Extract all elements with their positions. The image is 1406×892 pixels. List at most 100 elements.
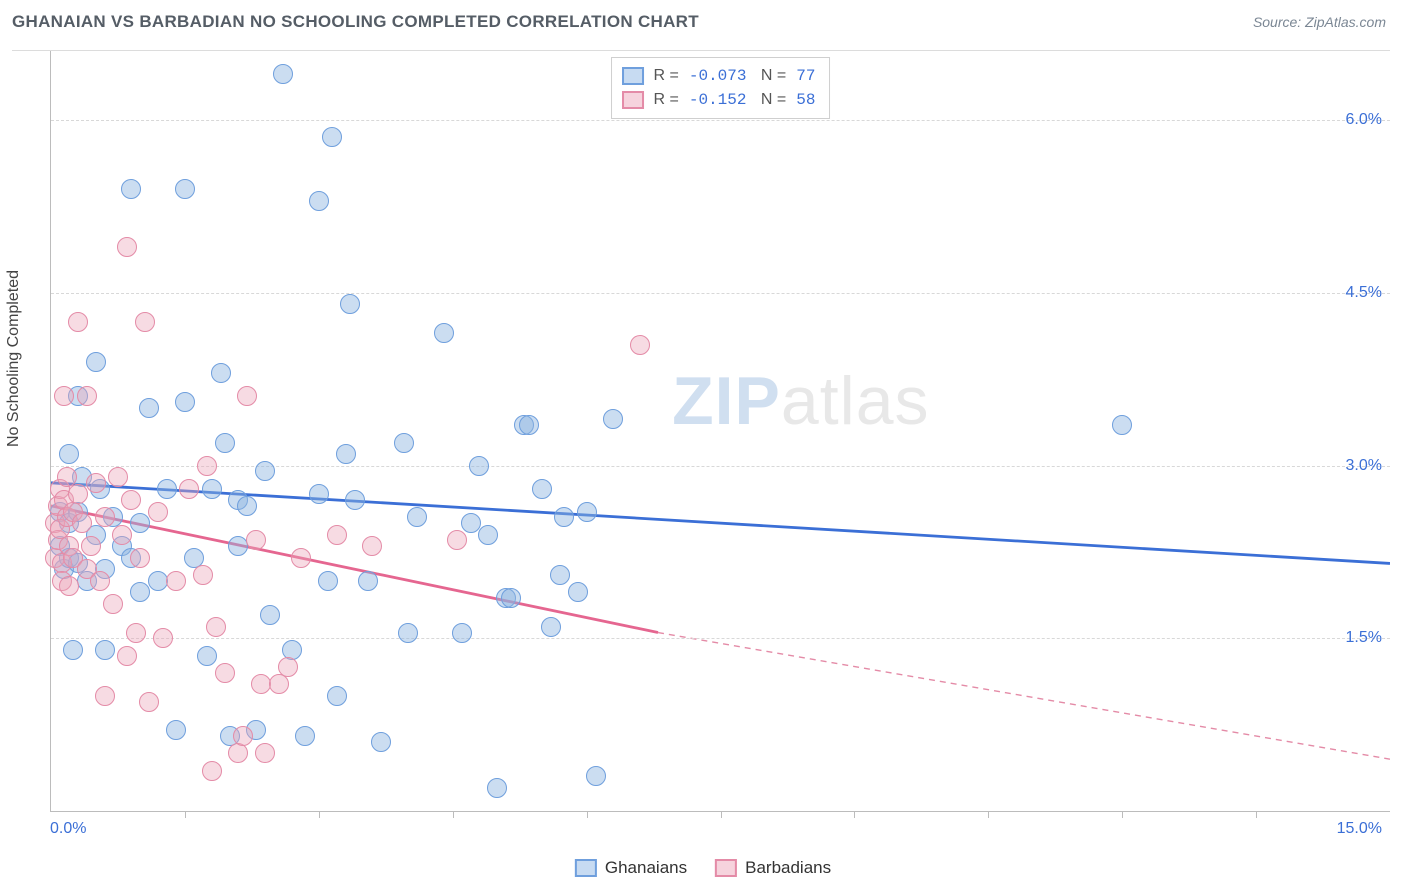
barbadian-point bbox=[228, 743, 248, 763]
barbadian-point bbox=[215, 663, 235, 683]
swatch-pink bbox=[622, 91, 644, 109]
barbadian-point bbox=[197, 456, 217, 476]
swatch-blue bbox=[622, 67, 644, 85]
legend-label-barbadians: Barbadians bbox=[745, 858, 831, 878]
barbadian-point bbox=[81, 536, 101, 556]
barbadian-point bbox=[95, 686, 115, 706]
ghanaian-point bbox=[577, 502, 597, 522]
ghanaian-point bbox=[336, 444, 356, 464]
n-value-ghanaians: 77 bbox=[796, 64, 815, 88]
barbadian-point bbox=[630, 335, 650, 355]
chart-area: No Schooling Completed ZIPatlas R = -0.0… bbox=[12, 50, 1390, 842]
barbadian-point bbox=[278, 657, 298, 677]
ghanaian-point bbox=[59, 444, 79, 464]
legend-item-barbadians: Barbadians bbox=[715, 858, 831, 878]
n-value-barbadians: 58 bbox=[796, 88, 815, 112]
ghanaian-point bbox=[345, 490, 365, 510]
ghanaian-point bbox=[322, 127, 342, 147]
barbadian-point bbox=[447, 530, 467, 550]
legend-label-ghanaians: Ghanaians bbox=[605, 858, 687, 878]
barbadian-point bbox=[112, 525, 132, 545]
ghanaian-point bbox=[309, 191, 329, 211]
barbadian-point bbox=[90, 571, 110, 591]
barbadian-point bbox=[179, 479, 199, 499]
barbadian-point bbox=[135, 312, 155, 332]
barbadian-point bbox=[68, 484, 88, 504]
legend-row-barbadians: R = -0.152 N = 58 bbox=[622, 88, 816, 112]
ghanaian-point bbox=[202, 479, 222, 499]
barbadian-point bbox=[54, 386, 74, 406]
ghanaian-point bbox=[340, 294, 360, 314]
barbadian-point bbox=[139, 692, 159, 712]
legend-item-ghanaians: Ghanaians bbox=[575, 858, 687, 878]
barbadian-point bbox=[103, 594, 123, 614]
barbadian-point bbox=[72, 513, 92, 533]
ghanaian-point bbox=[175, 392, 195, 412]
barbadian-point bbox=[59, 576, 79, 596]
ghanaian-point bbox=[434, 323, 454, 343]
chart-title: GHANAIAN VS BARBADIAN NO SCHOOLING COMPL… bbox=[12, 12, 699, 32]
barbadian-point bbox=[153, 628, 173, 648]
ghanaian-point bbox=[478, 525, 498, 545]
barbadian-point bbox=[77, 386, 97, 406]
barbadian-point bbox=[95, 507, 115, 527]
ghanaian-point bbox=[541, 617, 561, 637]
barbadian-point bbox=[362, 536, 382, 556]
r-value-barbadians: -0.152 bbox=[689, 88, 747, 112]
ghanaian-point bbox=[394, 433, 414, 453]
barbadian-point bbox=[117, 237, 137, 257]
barbadian-point bbox=[255, 743, 275, 763]
legend-row-ghanaians: R = -0.073 N = 77 bbox=[622, 64, 816, 88]
plot-region: ZIPatlas R = -0.073 N = 77 R = -0.152 N … bbox=[50, 51, 1390, 812]
r-value-ghanaians: -0.073 bbox=[689, 64, 747, 88]
ghanaian-point bbox=[63, 640, 83, 660]
ghanaian-point bbox=[255, 461, 275, 481]
y-tick-label: 1.5% bbox=[1346, 629, 1382, 647]
ghanaian-point bbox=[157, 479, 177, 499]
ghanaian-point bbox=[452, 623, 472, 643]
swatch-pink-icon bbox=[715, 859, 737, 877]
ghanaian-point bbox=[554, 507, 574, 527]
barbadian-point bbox=[68, 312, 88, 332]
stats-legend: R = -0.073 N = 77 R = -0.152 N = 58 bbox=[611, 57, 831, 119]
swatch-blue-icon bbox=[575, 859, 597, 877]
barbadian-point bbox=[327, 525, 347, 545]
x-tick-origin: 0.0% bbox=[50, 820, 86, 838]
ghanaian-point bbox=[603, 409, 623, 429]
ghanaian-point bbox=[327, 686, 347, 706]
ghanaian-point bbox=[309, 484, 329, 504]
ghanaian-point bbox=[371, 732, 391, 752]
ghanaian-point bbox=[461, 513, 481, 533]
ghanaian-point bbox=[469, 456, 489, 476]
bottom-legend: Ghanaians Barbadians bbox=[575, 858, 831, 878]
ghanaian-point bbox=[175, 179, 195, 199]
barbadian-point bbox=[246, 530, 266, 550]
y-axis-label: No Schooling Completed bbox=[5, 270, 23, 447]
ghanaian-point bbox=[318, 571, 338, 591]
ghanaian-point bbox=[358, 571, 378, 591]
ghanaian-point bbox=[550, 565, 570, 585]
barbadian-point bbox=[233, 726, 253, 746]
barbadian-point bbox=[108, 467, 128, 487]
barbadian-point bbox=[86, 473, 106, 493]
ghanaian-point bbox=[1112, 415, 1132, 435]
trend-lines bbox=[51, 51, 1390, 811]
ghanaian-point bbox=[398, 623, 418, 643]
ghanaian-point bbox=[532, 479, 552, 499]
ghanaian-point bbox=[519, 415, 539, 435]
ghanaian-point bbox=[130, 582, 150, 602]
ghanaian-point bbox=[407, 507, 427, 527]
ghanaian-point bbox=[295, 726, 315, 746]
ghanaian-point bbox=[121, 179, 141, 199]
y-tick-label: 4.5% bbox=[1346, 284, 1382, 302]
y-tick-label: 6.0% bbox=[1346, 111, 1382, 129]
ghanaian-point bbox=[166, 720, 186, 740]
y-tick-label: 3.0% bbox=[1346, 457, 1382, 475]
barbadian-point bbox=[291, 548, 311, 568]
ghanaian-point bbox=[215, 433, 235, 453]
barbadian-point bbox=[237, 386, 257, 406]
source-label: Source: ZipAtlas.com bbox=[1253, 14, 1386, 30]
barbadian-point bbox=[166, 571, 186, 591]
barbadian-point bbox=[269, 674, 289, 694]
barbadian-point bbox=[206, 617, 226, 637]
